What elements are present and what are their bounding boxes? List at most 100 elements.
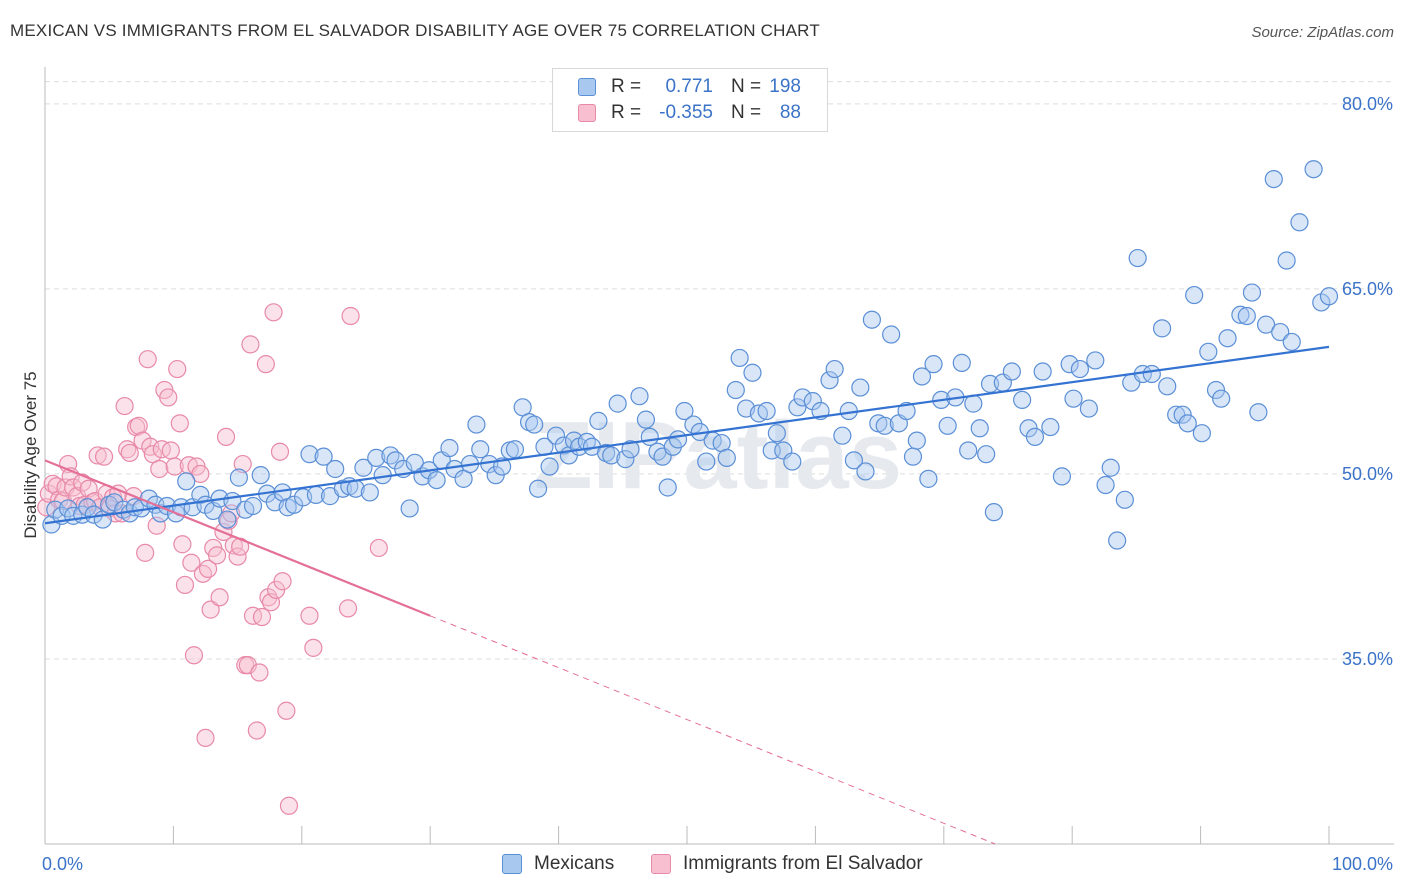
data-point	[367, 448, 386, 467]
data-point	[621, 440, 640, 459]
trend-lines	[44, 345, 1330, 845]
data-point	[270, 442, 290, 461]
x-tick-label: 100.0%	[1332, 854, 1393, 874]
data-point	[1013, 390, 1032, 410]
legend-r-label: R =	[611, 76, 642, 97]
data-point	[243, 496, 263, 516]
gridlines	[45, 81, 1394, 660]
data-point	[1041, 417, 1060, 437]
data-point	[136, 543, 155, 562]
data-point	[369, 538, 388, 558]
data-point	[354, 458, 373, 477]
data-point	[788, 398, 807, 417]
legend-row-el-salvador: R = -0.355 N = 88	[553, 101, 827, 127]
data-point	[589, 411, 608, 430]
data-point	[427, 470, 446, 490]
data-point	[525, 415, 544, 434]
data-point	[903, 447, 923, 466]
data-point	[1256, 315, 1276, 334]
data-point	[882, 325, 901, 344]
legend-swatch-pink	[578, 104, 596, 122]
data-point	[218, 510, 237, 529]
data-point	[959, 441, 978, 460]
data-point	[856, 462, 875, 481]
data-point	[844, 451, 864, 470]
data-point	[168, 359, 187, 379]
trend-line-el-salvador-extension	[430, 615, 996, 845]
data-point	[1096, 475, 1115, 495]
data-point	[938, 416, 957, 435]
data-point	[717, 448, 736, 467]
data-point	[1173, 405, 1192, 424]
series-el-salvador-points	[37, 303, 388, 815]
data-point	[159, 388, 178, 407]
x-tick-labels: 0.0% 100.0%	[42, 854, 1393, 874]
data-point	[743, 363, 762, 382]
data-point	[1086, 351, 1105, 370]
data-point	[1128, 248, 1147, 268]
data-point	[730, 348, 749, 368]
data-point	[1052, 467, 1072, 486]
data-point	[170, 414, 189, 433]
data-point	[630, 387, 649, 406]
data-point	[338, 599, 358, 618]
data-point	[977, 445, 996, 464]
data-point	[528, 479, 548, 498]
data-point	[851, 378, 870, 397]
data-point	[182, 553, 201, 572]
legend-n-label: N =	[731, 76, 762, 97]
data-point	[726, 380, 745, 400]
data-point	[577, 432, 596, 451]
legend-r-value: 0.771	[665, 76, 713, 97]
data-point	[177, 472, 196, 491]
data-point	[304, 638, 323, 657]
data-point	[400, 499, 419, 518]
legend-n-value: 198	[769, 76, 801, 97]
legend-swatch-blue	[578, 78, 596, 96]
data-point	[250, 663, 269, 682]
legend-swatch-el-salvador	[651, 854, 671, 874]
data-point	[191, 464, 210, 484]
data-point	[1064, 389, 1083, 408]
data-point	[1070, 359, 1090, 379]
legend-label-el-salvador: Immigrants from El Salvador	[683, 853, 923, 874]
data-point	[1158, 377, 1177, 396]
data-point	[141, 437, 160, 456]
data-point	[300, 606, 319, 625]
legend-r-label: R =	[611, 102, 642, 123]
data-point	[1192, 424, 1211, 443]
data-point	[1264, 169, 1283, 189]
data-point	[64, 478, 83, 497]
data-point	[1185, 285, 1204, 305]
data-point	[1282, 332, 1301, 352]
data-point	[360, 483, 379, 502]
data-point	[165, 457, 184, 476]
data-point	[546, 426, 566, 445]
chart-title: MEXICAN VS IMMIGRANTS FROM EL SALVADOR D…	[10, 21, 820, 40]
data-point	[1199, 342, 1218, 361]
data-point	[88, 446, 107, 465]
data-point	[875, 416, 894, 435]
data-point	[196, 728, 215, 748]
data-point	[115, 396, 134, 416]
data-point	[161, 441, 180, 460]
data-point	[219, 511, 238, 530]
data-point	[1218, 329, 1237, 348]
y-tick-label: 35.0%	[1342, 649, 1393, 669]
data-point	[970, 419, 989, 438]
legend-label-mexicans: Mexicans	[534, 853, 615, 874]
data-point	[326, 459, 345, 479]
data-point	[1237, 306, 1256, 326]
data-point	[616, 450, 635, 469]
data-point	[907, 431, 926, 450]
data-point	[201, 600, 220, 619]
data-point	[675, 401, 694, 421]
legend-n-label: N =	[731, 102, 762, 123]
data-point	[381, 446, 400, 465]
data-point	[540, 457, 559, 476]
source-credit: Source: ZipAtlas.com	[1251, 24, 1394, 41]
data-point	[467, 415, 486, 434]
data-point	[1060, 355, 1079, 374]
data-point	[862, 310, 881, 329]
